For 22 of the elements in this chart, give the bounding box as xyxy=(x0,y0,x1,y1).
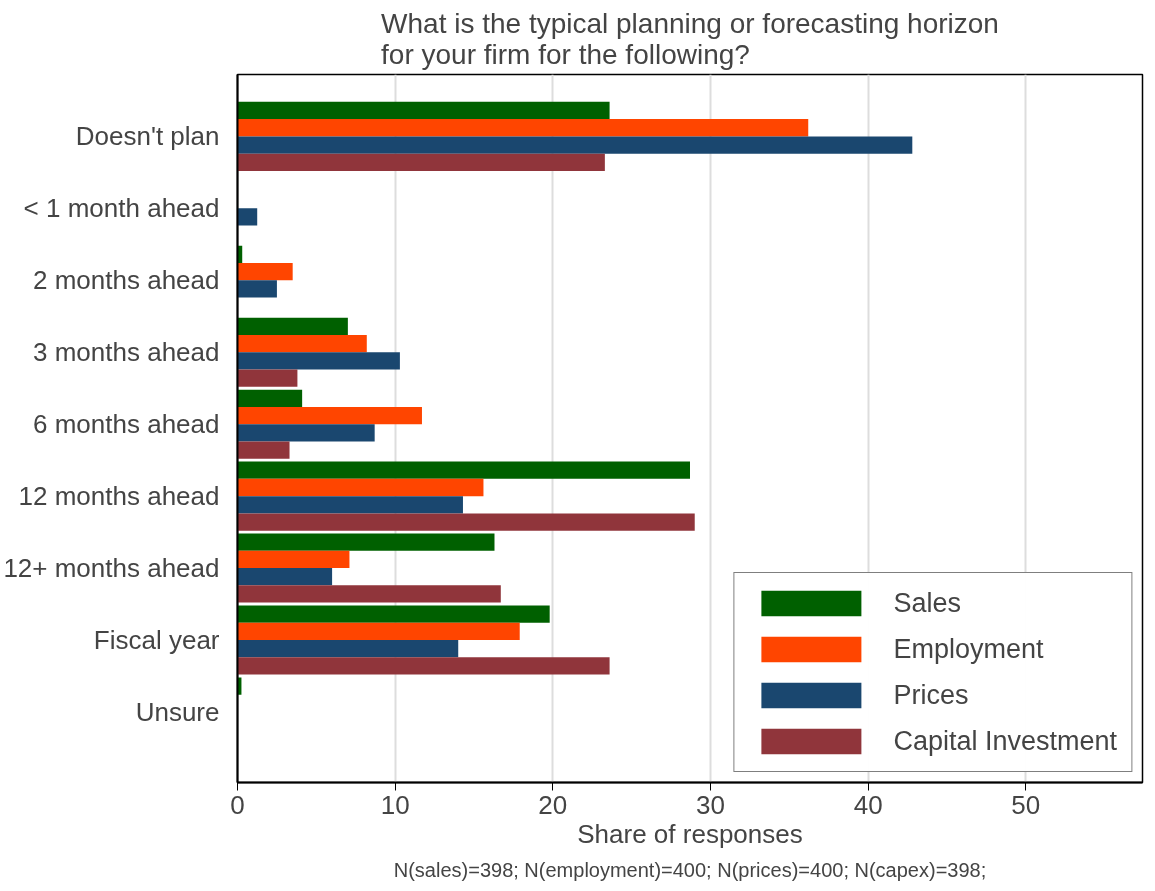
chart-title: What is the typical planning or forecasting horizon for your firm for the following? xyxy=(381,7,999,70)
y-tick-label: < 1 month ahead xyxy=(23,193,220,224)
y-tick-label: 2 months ahead xyxy=(33,265,220,296)
x-tick-label: 50 xyxy=(1011,789,1041,820)
legend-label: Capital Investment xyxy=(893,725,1117,757)
y-tick-label: 12 months ahead xyxy=(18,481,220,512)
y-tick-label: Doesn't plan xyxy=(75,121,220,152)
y-tick-label: 12+ months ahead xyxy=(3,553,220,584)
y-tick-label: 3 months ahead xyxy=(33,337,220,368)
legend-label: Prices xyxy=(893,679,969,711)
x-axis-title: Share of responses xyxy=(577,818,803,849)
y-tick-label: 6 months ahead xyxy=(33,409,220,440)
x-tick-label: 10 xyxy=(380,789,410,820)
legend-label: Employment xyxy=(893,633,1044,665)
text: N(sales)=398; N(employment)=400; N(prices)=400; N(capex)=398; xyxy=(393,858,987,881)
x-tick-label: 0 xyxy=(230,789,245,820)
x-tick-label: 20 xyxy=(538,789,568,820)
x-tick-label: 40 xyxy=(853,789,883,820)
x-tick-label: 30 xyxy=(696,789,725,820)
legend-label: Sales xyxy=(893,587,961,619)
y-tick-label: Fiscal year xyxy=(93,625,220,656)
y-tick-label: Unsure xyxy=(135,696,220,727)
